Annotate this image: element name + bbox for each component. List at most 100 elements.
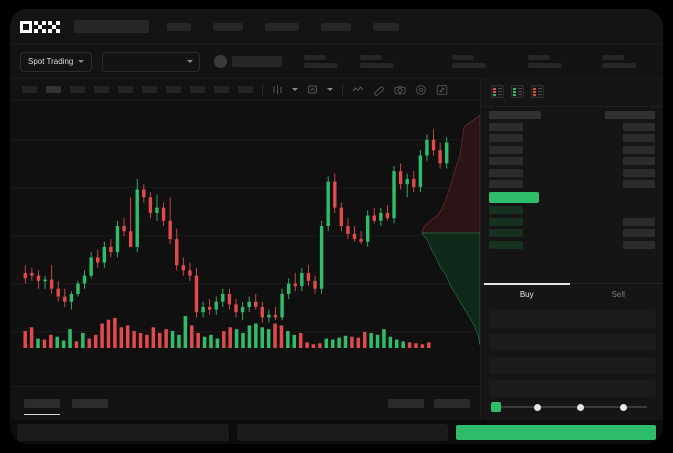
tab-sell[interactable]: Sell xyxy=(611,290,625,299)
nav-item-2[interactable] xyxy=(213,22,243,31)
app-screen: Spot Trading xyxy=(10,9,663,444)
stat-value xyxy=(528,63,563,68)
orderbook-sell-row[interactable] xyxy=(489,168,655,177)
orderbook-header-price xyxy=(489,111,541,119)
logo-letter-o xyxy=(20,20,32,33)
ruler-icon[interactable] xyxy=(373,84,385,96)
orderbook-price xyxy=(489,206,523,214)
slider-step-25[interactable] xyxy=(534,403,541,411)
orderbook-sell-row[interactable] xyxy=(489,180,655,188)
orderbook-buy-row[interactable] xyxy=(489,229,655,237)
orderbook-header-amount xyxy=(605,111,655,119)
stat-label xyxy=(528,55,551,60)
logo-letter-k xyxy=(34,20,46,33)
pair-select[interactable] xyxy=(102,51,201,72)
stat-value xyxy=(360,63,395,68)
orderbook-amount xyxy=(623,180,655,188)
order-extra-field[interactable] xyxy=(489,380,656,397)
timeframe-button-6[interactable] xyxy=(142,86,157,93)
chevron-down-icon xyxy=(78,60,85,63)
orderbook-buy-row[interactable] xyxy=(489,240,655,249)
chart-bottom-tab-1[interactable] xyxy=(24,399,60,415)
timeframe-button-8[interactable] xyxy=(190,86,205,93)
chart-action-button-1[interactable] xyxy=(388,399,424,408)
gridline xyxy=(10,139,480,140)
orderbook-buy-row[interactable] xyxy=(489,217,655,226)
orderbook-buy-row[interactable] xyxy=(489,206,655,214)
orderbook-amount xyxy=(623,122,655,131)
chart-bottom-tab-2[interactable] xyxy=(72,399,108,408)
nav-item-4[interactable] xyxy=(321,22,351,31)
stat-block-4 xyxy=(528,55,563,68)
timeframe-button-9[interactable] xyxy=(214,86,229,93)
orderbook-amount xyxy=(623,229,655,237)
okx-logo[interactable] xyxy=(20,20,60,33)
chart-bottom-actions xyxy=(388,399,470,408)
candlestick-chart-icon[interactable] xyxy=(272,84,283,95)
slider-step-75[interactable] xyxy=(620,403,627,411)
search-input[interactable] xyxy=(74,20,149,33)
timeframe-button-2[interactable] xyxy=(46,86,61,93)
pair-avatar-icon xyxy=(214,55,228,68)
orderbook-rows xyxy=(481,111,663,249)
stat-label xyxy=(304,55,327,60)
settings-gear-icon[interactable] xyxy=(415,84,427,96)
bottom-panel-left[interactable] xyxy=(17,423,229,441)
stat-label xyxy=(360,55,383,60)
chevron-down-icon xyxy=(187,60,194,63)
orderbook-sell-row[interactable] xyxy=(489,157,655,165)
orderbook-mode-buy-icon[interactable] xyxy=(511,85,524,98)
stat-label xyxy=(452,55,475,60)
price-chart-panel[interactable] xyxy=(10,101,480,386)
bottom-panel-middle[interactable] xyxy=(236,423,449,441)
orderbook-amount xyxy=(623,157,655,165)
tab-buy[interactable]: Buy xyxy=(481,283,573,304)
indicators-icon[interactable] xyxy=(307,84,318,95)
orderbook-price xyxy=(489,157,523,165)
line-chart-icon[interactable] xyxy=(352,84,364,95)
candlestick-series xyxy=(23,129,449,323)
chart-action-button-2[interactable] xyxy=(434,399,470,408)
camera-icon[interactable] xyxy=(394,84,406,96)
timeframe-button-3[interactable] xyxy=(70,86,85,93)
nav-item-1[interactable] xyxy=(167,22,191,31)
orderbook-sell-row[interactable] xyxy=(489,145,655,154)
orderbook-mode-sell-icon[interactable] xyxy=(531,85,544,98)
slider-track xyxy=(495,406,647,408)
trading-mode-select[interactable]: Spot Trading xyxy=(20,51,93,72)
stat-block-2 xyxy=(360,55,395,68)
slider-step-50[interactable] xyxy=(577,403,584,411)
volume-histogram xyxy=(23,316,431,348)
orderbook-sell-row[interactable] xyxy=(489,134,655,142)
order-form xyxy=(481,311,663,403)
gridline xyxy=(10,187,480,188)
orderbook-mode-both-icon[interactable] xyxy=(491,85,504,98)
order-amount-field[interactable] xyxy=(489,334,656,351)
order-price-field[interactable] xyxy=(489,311,656,328)
stat-value xyxy=(452,63,487,68)
order-amount-slider[interactable] xyxy=(491,401,651,413)
chevron-down-icon[interactable] xyxy=(327,88,333,91)
orderbook-price xyxy=(489,217,523,226)
orderbook-header-row xyxy=(489,111,655,119)
timeframe-button-7[interactable] xyxy=(166,86,181,93)
nav-item-3[interactable] xyxy=(265,22,299,31)
timeframe-button-5[interactable] xyxy=(118,86,133,93)
chevron-down-icon[interactable] xyxy=(292,88,298,91)
nav-item-5[interactable] xyxy=(373,22,399,31)
stat-value xyxy=(304,63,339,68)
orderbook-sell-row[interactable] xyxy=(489,122,655,131)
primary-cta-button[interactable] xyxy=(456,424,656,440)
timeframe-button-1[interactable] xyxy=(22,86,37,93)
slider-handle[interactable] xyxy=(491,402,501,412)
timeframe-button-4[interactable] xyxy=(94,86,109,93)
timeframe-button-10[interactable] xyxy=(238,86,253,93)
order-total-field[interactable] xyxy=(489,357,656,374)
toolbar-divider xyxy=(342,84,343,95)
fullscreen-icon[interactable] xyxy=(436,84,448,96)
orderbook-price xyxy=(489,240,523,249)
orderbook-amount xyxy=(623,145,655,154)
stat-block-1 xyxy=(304,55,339,68)
orderbook-amount xyxy=(623,240,655,249)
